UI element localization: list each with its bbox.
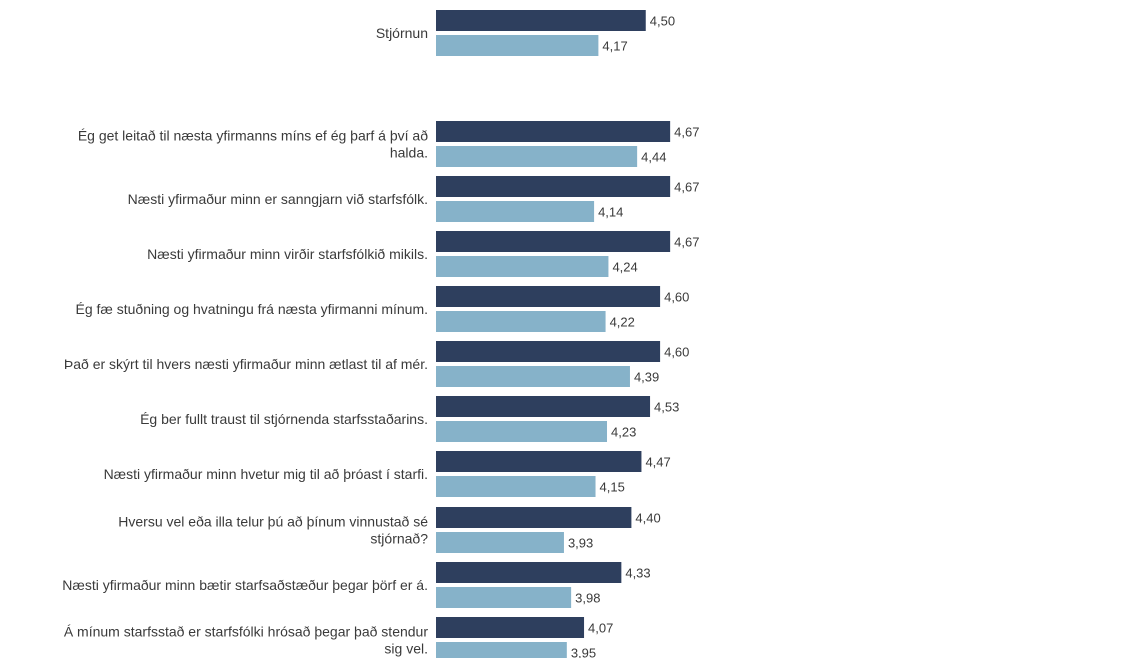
value-label: 4,67: [674, 180, 699, 195]
bar-series-1: [436, 231, 671, 252]
category-label-line: Hversu vel eða illa telur þú að þínum vi…: [118, 514, 428, 530]
value-label: 4,14: [598, 205, 623, 220]
bar-series-1: [436, 121, 671, 142]
bar-series-2: [436, 256, 609, 277]
category-label: Það er skýrt til hvers næsti yfirmaður m…: [64, 356, 428, 372]
value-label: 4,23: [611, 425, 636, 440]
value-label: 4,47: [645, 455, 670, 470]
category-label-line: Á mínum starfsstað er starfsfólki hrósað…: [64, 624, 429, 640]
value-label: 4,15: [600, 480, 625, 495]
value-label: 4,60: [664, 345, 689, 360]
bar-series-1: [436, 176, 671, 197]
value-label: 4,67: [674, 235, 699, 250]
category-label-line: Stjórnun: [376, 25, 428, 41]
category-label-line: Ég ber fullt traust til stjórnenda starf…: [140, 411, 428, 427]
bar-series-1: [436, 286, 661, 307]
bar-series-2: [436, 35, 599, 56]
category-label: Næsti yfirmaður minn bætir starfsaðstæðu…: [62, 577, 428, 593]
bar-series-1: [436, 396, 651, 417]
category-label-line: Það er skýrt til hvers næsti yfirmaður m…: [64, 356, 428, 372]
category-label-line: Næsti yfirmaður minn bætir starfsaðstæðu…: [62, 577, 428, 593]
category-label-line: Ég get leitað til næsta yfirmanns míns e…: [78, 128, 428, 144]
value-label: 4,60: [664, 290, 689, 305]
bar-series-1: [436, 341, 661, 362]
value-label: 4,50: [650, 14, 675, 29]
bar-series-2: [436, 421, 608, 442]
bar-series-2: [436, 366, 630, 387]
value-label: 4,22: [610, 315, 635, 330]
bar-series-2: [436, 532, 564, 553]
category-label: Ég get leitað til næsta yfirmanns míns e…: [78, 128, 428, 161]
bar-series-2: [436, 201, 595, 222]
bar-series-2: [436, 642, 567, 658]
value-label: 4,07: [588, 621, 613, 636]
category-label: Hversu vel eða illa telur þú að þínum vi…: [118, 514, 428, 547]
bar-series-1: [436, 451, 642, 472]
category-label: Ég ber fullt traust til stjórnenda starf…: [140, 411, 428, 427]
category-label: Á mínum starfsstað er starfsfólki hrósað…: [64, 624, 429, 657]
category-label: Ég fæ stuðning og hvatningu frá næsta yf…: [75, 301, 428, 317]
value-label: 3,98: [575, 591, 600, 606]
value-label: 4,39: [634, 370, 659, 385]
value-label: 4,53: [654, 400, 679, 415]
category-label: Næsti yfirmaður minn hvetur mig til að þ…: [104, 466, 428, 482]
category-label-line: Ég fæ stuðning og hvatningu frá næsta yf…: [75, 301, 428, 317]
bar-series-2: [436, 587, 572, 608]
value-label: 3,93: [568, 536, 593, 551]
value-label: 3,95: [571, 646, 596, 658]
category-label: Næsti yfirmaður minn virðir starfsfólkið…: [147, 246, 428, 262]
bar-series-1: [436, 617, 585, 638]
value-label: 4,17: [602, 39, 627, 54]
value-label: 4,40: [635, 511, 660, 526]
value-label: 4,33: [625, 566, 650, 581]
value-label: 4,24: [612, 260, 637, 275]
bar-series-1: [436, 10, 646, 31]
category-label-line: halda.: [390, 145, 428, 161]
bar-series-2: [436, 311, 606, 332]
bar-series-2: [436, 476, 596, 497]
bar-series-1: [436, 507, 632, 528]
category-label-line: Næsti yfirmaður minn hvetur mig til að þ…: [104, 466, 428, 482]
category-label-line: stjórnað?: [370, 531, 428, 547]
value-label: 4,44: [641, 150, 666, 165]
category-label: Næsti yfirmaður minn er sanngjarn við st…: [128, 191, 428, 207]
category-label-line: sig vel.: [384, 641, 428, 657]
bar-series-2: [436, 146, 638, 167]
category-label-line: Næsti yfirmaður minn er sanngjarn við st…: [128, 191, 428, 207]
category-label: Stjórnun: [376, 25, 428, 41]
bar-series-1: [436, 562, 622, 583]
category-label-line: Næsti yfirmaður minn virðir starfsfólkið…: [147, 246, 428, 262]
value-label: 4,67: [674, 125, 699, 140]
